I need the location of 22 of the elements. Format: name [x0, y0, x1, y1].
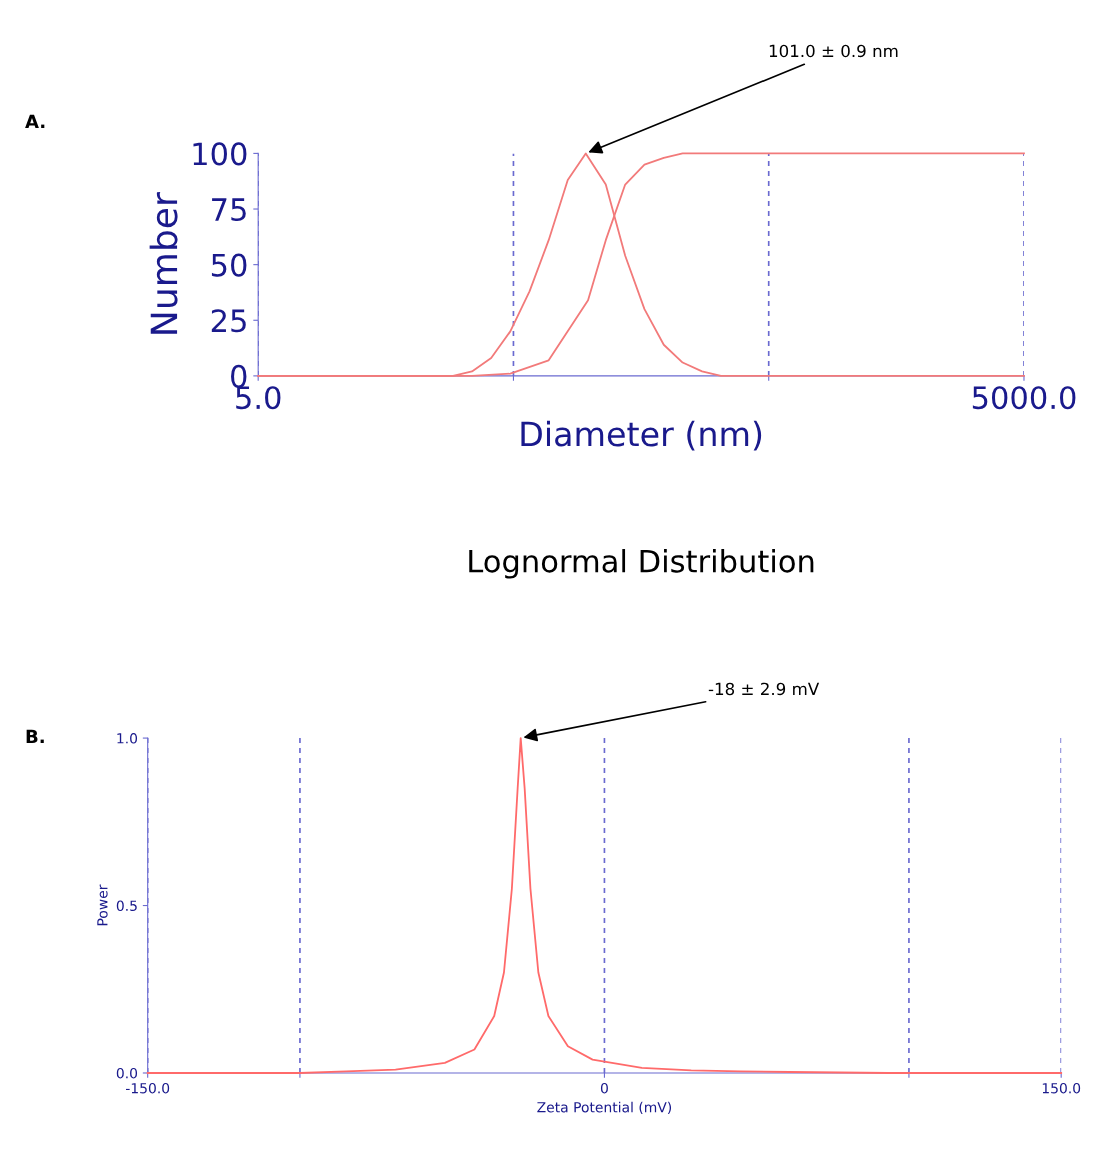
y-tick-label: 100 [193, 142, 247, 166]
x-tick-label: 5.0 [236, 386, 281, 410]
y-tick-label: 1.0 [117, 733, 138, 744]
x-tick-label: 0 [600, 1082, 608, 1094]
y-tick-label: 25 [211, 309, 246, 333]
text: A. [25, 114, 45, 128]
y-tick-label: 0.0 [116, 1067, 138, 1079]
y-tick-label: 75 [212, 198, 246, 222]
y-tick-label: 50 [211, 253, 247, 277]
x-tick-label: -150.0 [125, 1082, 170, 1094]
y-tick-label: 0 [231, 364, 247, 388]
x-axis-title: Zeta Potential (mV) [537, 1101, 672, 1115]
annotation: 101.0 ± 0.9 nm [769, 44, 898, 58]
y-tick-label: 0.5 [116, 900, 137, 912]
x-axis-title: Diameter (nm) [521, 420, 762, 451]
y-axis-title: Number [149, 192, 178, 334]
x-tick-label: 150.0 [1042, 1082, 1081, 1094]
x-tick-label: 5000.0 [972, 386, 1076, 410]
text: B. [26, 729, 44, 743]
y-axis-title: Power [97, 884, 108, 926]
annotation: -18 ± 2.9 mV [708, 682, 820, 696]
text: Lognormal Distribution [469, 549, 814, 579]
